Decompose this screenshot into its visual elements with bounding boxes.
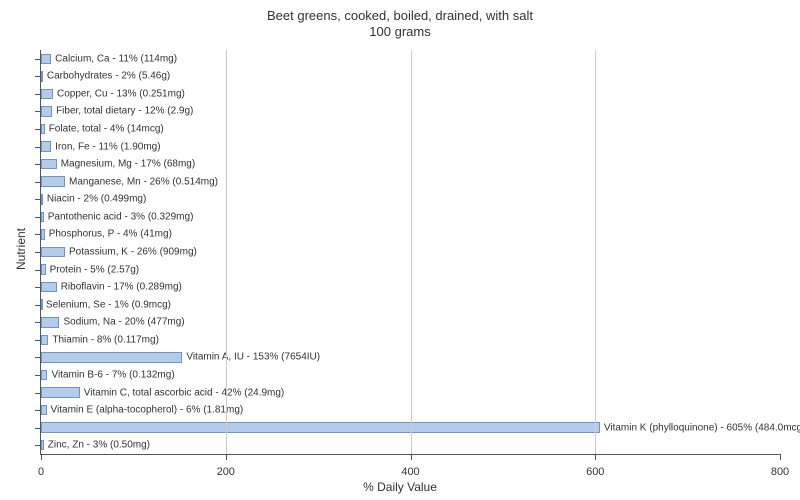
gridline bbox=[411, 50, 412, 454]
bar-label: Iron, Fe - 11% (1.90mg) bbox=[55, 141, 160, 152]
bar bbox=[41, 71, 43, 82]
bar-label: Niacin - 2% (0.499mg) bbox=[47, 194, 146, 205]
bar bbox=[41, 317, 59, 328]
bar-label: Thiamin - 8% (0.117mg) bbox=[52, 334, 159, 345]
bar bbox=[41, 124, 45, 135]
bar-label: Riboflavin - 17% (0.289mg) bbox=[61, 282, 182, 293]
title-line-2: 100 grams bbox=[369, 24, 430, 39]
bar-label: Calcium, Ca - 11% (114mg) bbox=[55, 53, 177, 64]
x-tick-label: 0 bbox=[38, 466, 44, 478]
bar bbox=[41, 352, 182, 363]
bar bbox=[41, 229, 45, 240]
nutrient-chart: Beet greens, cooked, boiled, drained, wi… bbox=[0, 0, 800, 500]
x-tick bbox=[595, 454, 596, 460]
x-tick bbox=[780, 454, 781, 460]
bar bbox=[41, 264, 46, 275]
bar bbox=[41, 141, 51, 152]
bar-label: Vitamin E (alpha-tocopherol) - 6% (1.81m… bbox=[51, 405, 244, 416]
bar-label: Selenium, Se - 1% (0.9mcg) bbox=[46, 299, 171, 310]
bar bbox=[41, 159, 57, 170]
chart-title: Beet greens, cooked, boiled, drained, wi… bbox=[0, 8, 800, 41]
bar-label: Fiber, total dietary - 12% (2.9g) bbox=[56, 106, 193, 117]
bar bbox=[41, 194, 43, 205]
gridline bbox=[595, 50, 596, 454]
bar bbox=[41, 370, 47, 381]
bar bbox=[41, 299, 43, 310]
bar bbox=[41, 387, 80, 398]
bar-label: Vitamin C, total ascorbic acid - 42% (24… bbox=[84, 387, 284, 398]
bar bbox=[41, 54, 51, 65]
bar-label: Zinc, Zn - 3% (0.50mg) bbox=[48, 440, 150, 451]
x-tick bbox=[41, 454, 42, 460]
bar bbox=[41, 176, 65, 187]
bar-label: Manganese, Mn - 26% (0.514mg) bbox=[69, 176, 218, 187]
bar-label: Vitamin K (phylloquinone) - 605% (484.0m… bbox=[604, 422, 800, 433]
plot-area: Calcium, Ca - 11% (114mg) Carbohydrates -… bbox=[40, 50, 780, 455]
bar bbox=[41, 247, 65, 258]
x-tick-label: 200 bbox=[217, 466, 235, 478]
bar-label: Carbohydrates - 2% (5.46g) bbox=[47, 71, 170, 82]
bar-label: Vitamin A, IU - 153% (7654IU) bbox=[186, 352, 320, 363]
bar bbox=[41, 282, 57, 293]
bar-label: Potassium, K - 26% (909mg) bbox=[69, 246, 197, 257]
bar bbox=[41, 422, 600, 433]
bar-label: Copper, Cu - 13% (0.251mg) bbox=[57, 88, 185, 99]
bar bbox=[41, 212, 44, 223]
bar-label: Pantothenic acid - 3% (0.329mg) bbox=[48, 211, 194, 222]
bar bbox=[41, 335, 48, 346]
bar-label: Phosphorus, P - 4% (41mg) bbox=[49, 229, 172, 240]
bar-label: Magnesium, Mg - 17% (68mg) bbox=[61, 159, 196, 170]
title-line-1: Beet greens, cooked, boiled, drained, wi… bbox=[267, 8, 533, 23]
x-tick bbox=[411, 454, 412, 460]
bar bbox=[41, 440, 44, 451]
bar bbox=[41, 405, 47, 416]
x-tick bbox=[226, 454, 227, 460]
bar bbox=[41, 106, 52, 117]
bar-label: Protein - 5% (2.57g) bbox=[50, 264, 140, 275]
x-tick-label: 400 bbox=[401, 466, 419, 478]
x-axis-label: % Daily Value bbox=[363, 480, 437, 494]
bar bbox=[41, 89, 53, 100]
x-tick-label: 800 bbox=[771, 466, 789, 478]
bar-label: Vitamin B-6 - 7% (0.132mg) bbox=[51, 369, 174, 380]
x-tick-label: 600 bbox=[586, 466, 604, 478]
bar-label: Folate, total - 4% (14mcg) bbox=[49, 124, 164, 135]
gridline bbox=[226, 50, 227, 454]
bar-label: Sodium, Na - 20% (477mg) bbox=[63, 317, 184, 328]
y-axis-label: Nutrient bbox=[14, 228, 28, 270]
